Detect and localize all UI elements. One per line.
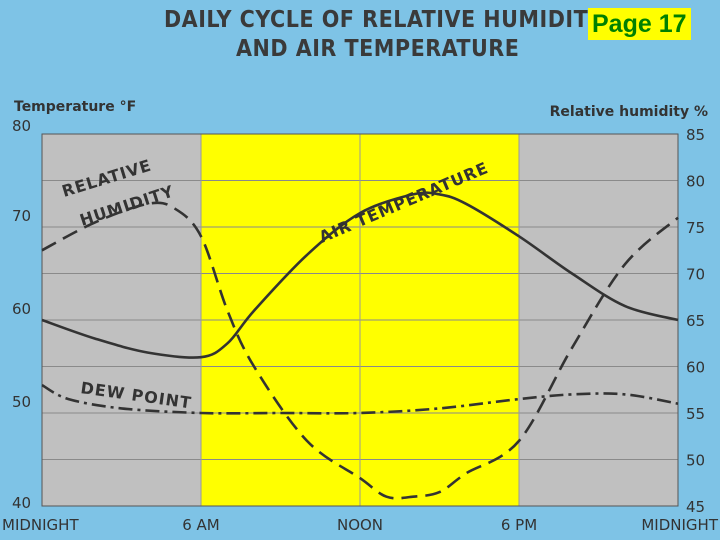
right-tick-label: 75 <box>686 219 705 237</box>
right-axis-title: Relative humidity % <box>550 104 708 120</box>
title-line-2: AND AIR TEMPERATURE <box>236 36 520 62</box>
page-label: Page 17 <box>588 8 691 40</box>
x-tick-label: NOON <box>337 516 383 534</box>
left-tick-label: 80 <box>12 117 31 135</box>
air-temperature-line <box>41 191 679 359</box>
right-tick-label: 55 <box>686 405 705 423</box>
right-tick-label: 60 <box>686 359 705 377</box>
right-tick-label: 85 <box>686 126 705 144</box>
x-tick-label: 6 PM <box>501 516 537 534</box>
left-tick-label: 70 <box>12 207 31 225</box>
right-tick-label: 65 <box>686 312 705 330</box>
left-tick-label: 60 <box>12 300 31 318</box>
x-tick-label: MIDNIGHT <box>641 516 718 534</box>
left-tick-label: 50 <box>12 393 31 411</box>
x-tick-label: MIDNIGHT <box>2 516 79 534</box>
right-tick-label: 45 <box>686 498 705 516</box>
dew-point-line <box>41 383 679 415</box>
left-tick-label: 40 <box>12 494 31 512</box>
right-tick-label: 70 <box>686 266 705 284</box>
chart-title: DAILY CYCLE OF RELATIVE HUMIDITY AND AIR… <box>164 6 604 64</box>
relative-humidity-line <box>41 201 679 500</box>
right-tick-label: 50 <box>686 452 705 470</box>
title-line-1: DAILY CYCLE OF RELATIVE HUMIDITY <box>164 7 604 33</box>
left-axis-title: Temperature °F <box>14 99 136 115</box>
right-tick-label: 80 <box>686 173 705 191</box>
x-tick-label: 6 AM <box>182 516 220 534</box>
